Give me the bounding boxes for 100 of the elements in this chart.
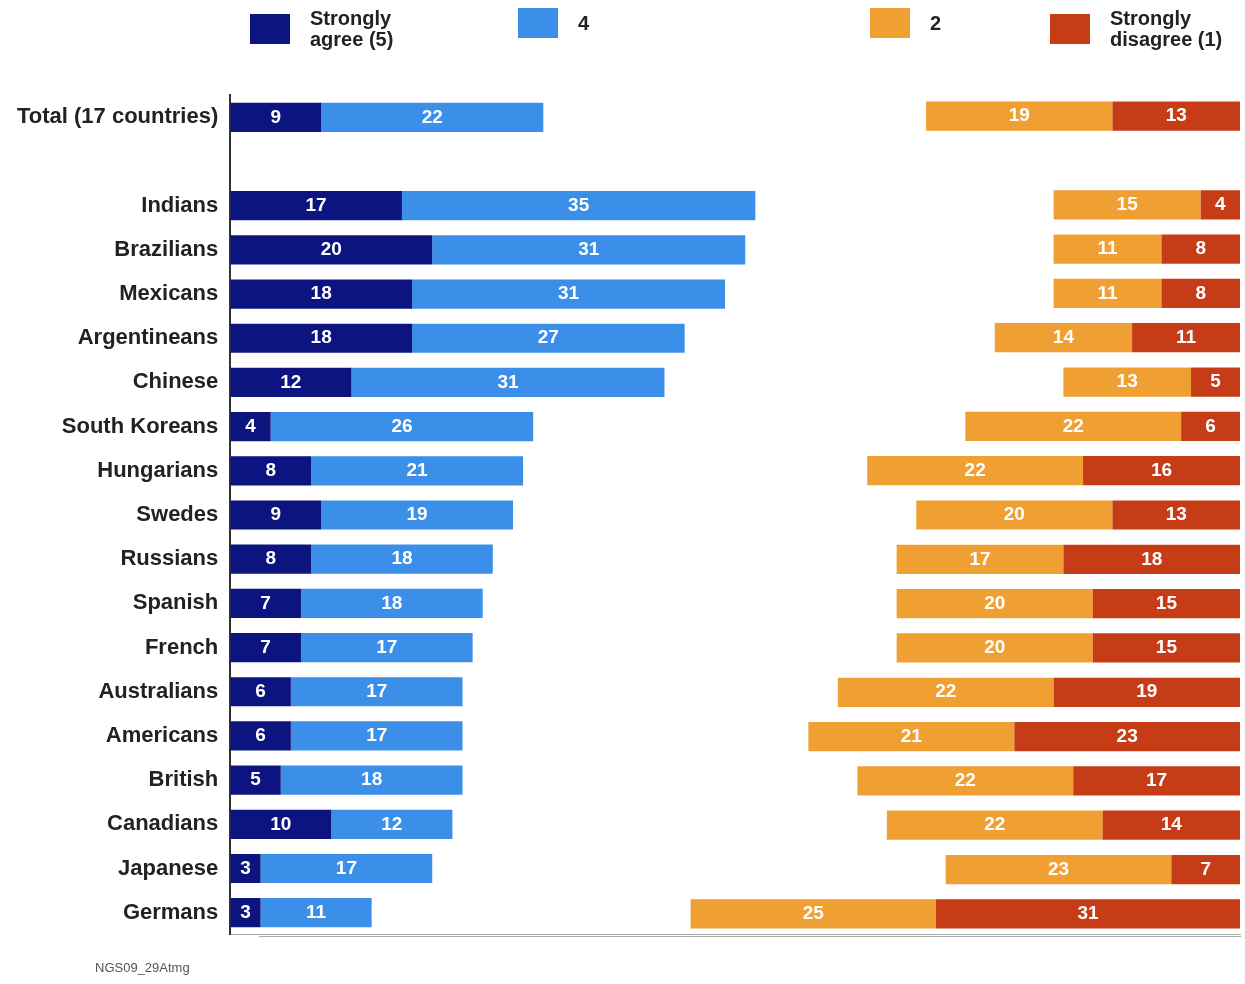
data-label: 11 bbox=[1097, 281, 1119, 303]
bar bbox=[1092, 633, 1240, 663]
bar bbox=[300, 588, 483, 618]
y-tick-label: British bbox=[148, 766, 219, 792]
data-label: 18 bbox=[310, 326, 332, 348]
bar bbox=[230, 456, 312, 486]
bar bbox=[230, 102, 322, 132]
y-tick-label: Germans bbox=[122, 898, 219, 924]
data-label: 13 bbox=[1116, 370, 1138, 392]
data-label: 21 bbox=[406, 459, 429, 481]
data-label: 6 bbox=[1205, 414, 1216, 436]
data-label: 6 bbox=[255, 679, 266, 701]
bar bbox=[230, 677, 291, 707]
data-label: 4 bbox=[1215, 193, 1227, 215]
data-label: 8 bbox=[1195, 281, 1207, 303]
bar bbox=[230, 279, 413, 309]
y-tick-label: Americans bbox=[105, 722, 219, 748]
bar bbox=[1063, 544, 1240, 574]
data-label: 25 bbox=[802, 902, 825, 924]
data-label: 23 bbox=[1116, 724, 1138, 746]
bar bbox=[290, 721, 463, 751]
bar bbox=[230, 588, 301, 618]
data-label: 31 bbox=[557, 282, 580, 304]
y-tick-label: Argentineans bbox=[77, 324, 219, 350]
bar bbox=[896, 544, 1064, 574]
bar bbox=[1053, 278, 1162, 309]
bar bbox=[1181, 411, 1240, 441]
data-label: 11 bbox=[1097, 237, 1119, 259]
bar bbox=[321, 500, 514, 530]
data-label: 17 bbox=[969, 547, 991, 569]
bar bbox=[230, 721, 291, 751]
bar bbox=[270, 412, 534, 442]
data-label: 19 bbox=[1136, 680, 1158, 702]
bar bbox=[896, 633, 1093, 663]
data-label: 8 bbox=[265, 459, 276, 481]
y-tick-label: Mexicans bbox=[119, 280, 219, 306]
bar bbox=[230, 765, 281, 795]
data-label: 16 bbox=[1150, 458, 1173, 480]
data-label: 8 bbox=[1195, 237, 1207, 259]
bar bbox=[1083, 456, 1240, 486]
data-label: 7 bbox=[260, 591, 271, 613]
bar bbox=[260, 898, 372, 928]
bar bbox=[1112, 500, 1240, 530]
bar bbox=[1190, 367, 1240, 397]
bar bbox=[401, 191, 756, 221]
data-label: 18 bbox=[381, 591, 403, 613]
bar bbox=[926, 101, 1113, 131]
bar bbox=[432, 235, 746, 265]
bar bbox=[808, 721, 1015, 752]
data-label: 22 bbox=[954, 769, 976, 791]
y-tick-label: Russians bbox=[120, 545, 219, 571]
legend-label: 2 bbox=[930, 11, 942, 34]
bar bbox=[230, 809, 332, 839]
bar bbox=[230, 191, 402, 221]
bar bbox=[230, 544, 312, 574]
data-label: 17 bbox=[305, 193, 327, 215]
data-label: 27 bbox=[537, 326, 559, 348]
data-label: 12 bbox=[381, 812, 403, 834]
bar bbox=[412, 279, 726, 309]
bar bbox=[1112, 101, 1240, 131]
bar bbox=[1161, 278, 1240, 309]
bar bbox=[857, 766, 1074, 796]
data-label: 15 bbox=[1116, 193, 1139, 215]
data-label: 21 bbox=[900, 724, 923, 746]
data-label: 19 bbox=[406, 503, 428, 525]
data-label: 14 bbox=[1160, 813, 1183, 835]
bar bbox=[230, 235, 433, 265]
bar bbox=[916, 500, 1113, 530]
bar bbox=[1053, 190, 1201, 220]
bar bbox=[351, 367, 665, 398]
legend-label: Strongly agree (5) bbox=[310, 7, 395, 50]
y-tick-label: Australians bbox=[98, 677, 219, 703]
bar bbox=[1092, 589, 1240, 619]
bar bbox=[1063, 367, 1191, 397]
bar bbox=[300, 632, 473, 663]
data-label: 31 bbox=[497, 370, 519, 392]
data-label: 22 bbox=[935, 680, 957, 702]
y-tick-label: Indians bbox=[141, 191, 219, 217]
bar bbox=[230, 367, 352, 398]
bar bbox=[280, 765, 463, 795]
y-tick-label: Chinese bbox=[132, 368, 219, 394]
data-label: 8 bbox=[265, 547, 276, 569]
data-label: 17 bbox=[366, 724, 388, 746]
y-tick-label: Canadians bbox=[107, 810, 219, 836]
data-label: 7 bbox=[1200, 857, 1211, 879]
bar bbox=[945, 854, 1172, 885]
bar bbox=[1014, 721, 1240, 752]
data-label: 5 bbox=[250, 768, 262, 790]
bar bbox=[1200, 190, 1240, 220]
data-label: 18 bbox=[310, 282, 332, 304]
data-label: 17 bbox=[366, 679, 388, 701]
bar bbox=[412, 323, 685, 353]
y-tick-label: Swedes bbox=[136, 501, 219, 527]
data-label: 19 bbox=[1008, 104, 1030, 126]
data-label: 13 bbox=[1165, 503, 1187, 525]
bar bbox=[331, 809, 453, 839]
data-label: 22 bbox=[1062, 414, 1084, 436]
y-tick-label: South Koreans bbox=[61, 412, 219, 438]
data-label: 13 bbox=[1165, 104, 1187, 126]
bar bbox=[1171, 854, 1240, 885]
